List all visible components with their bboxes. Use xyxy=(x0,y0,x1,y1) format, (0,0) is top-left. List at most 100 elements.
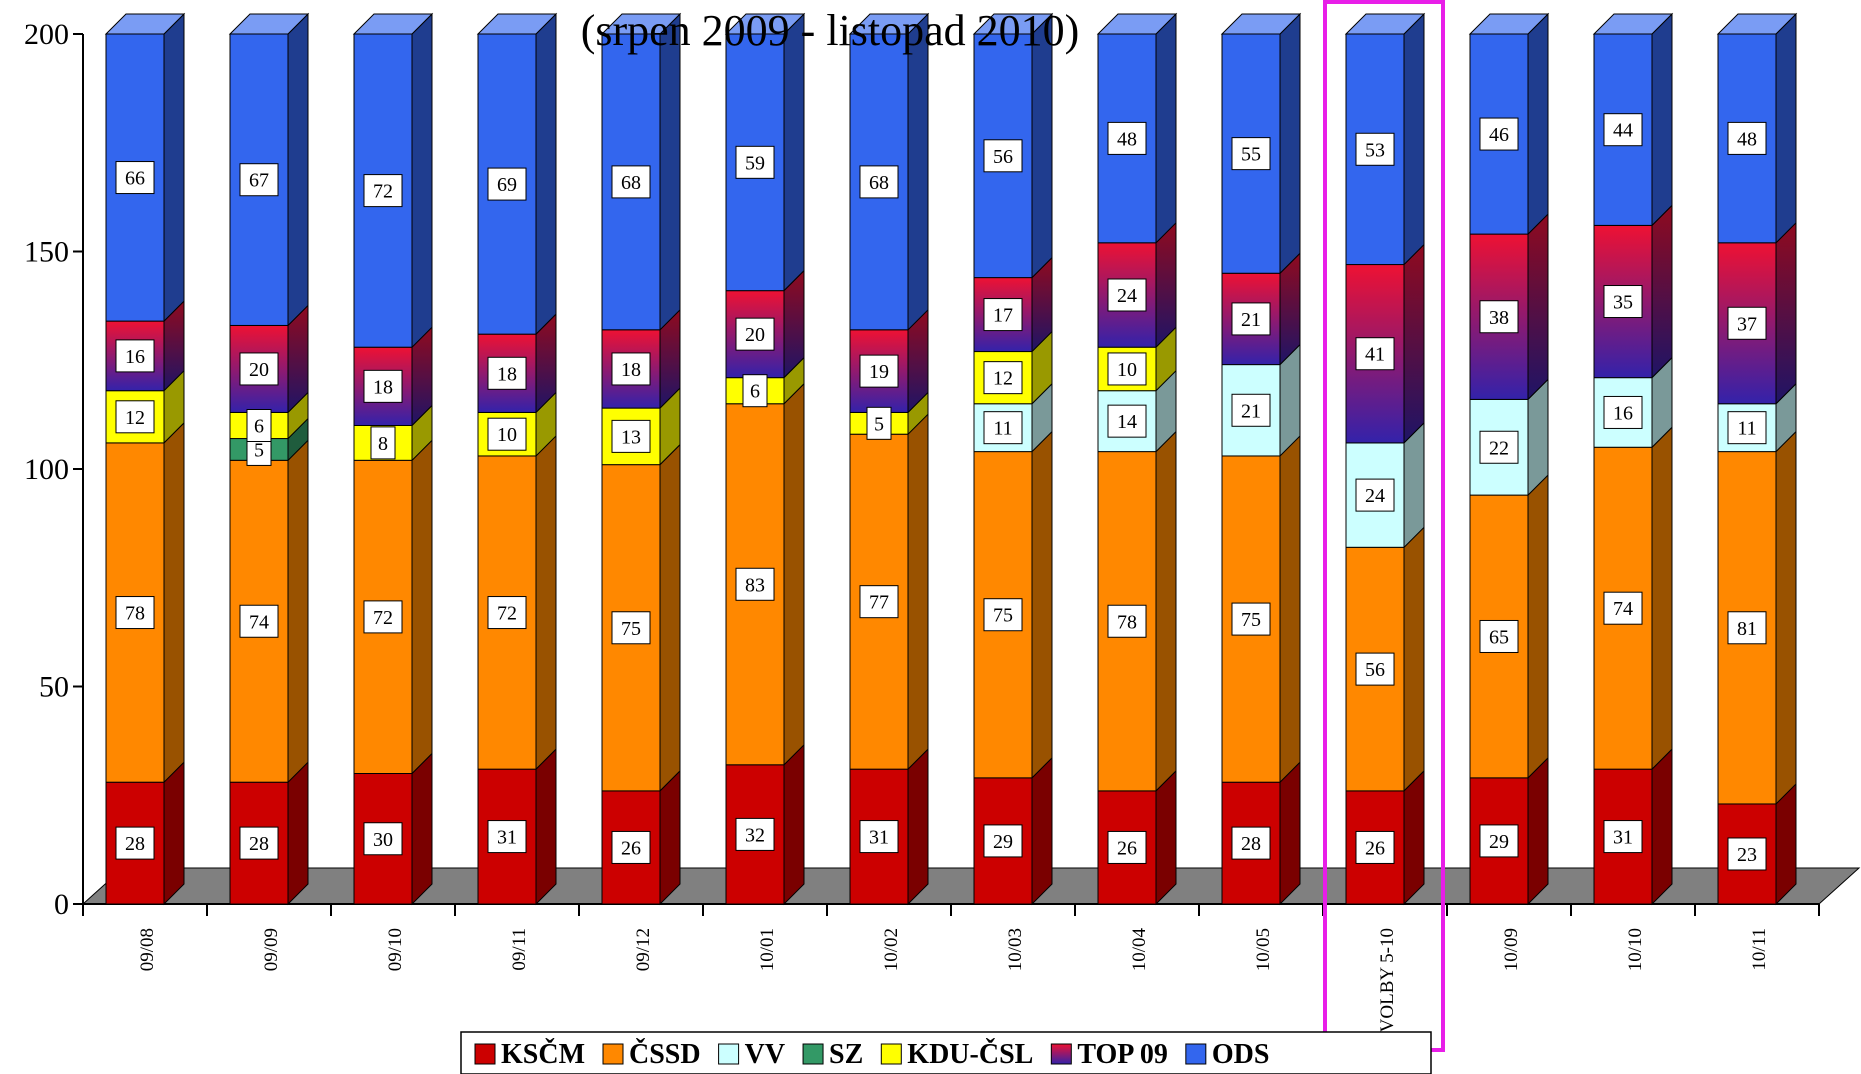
bar-segment-side xyxy=(411,439,433,775)
data-label: 28 xyxy=(249,833,269,855)
bar-segment-side xyxy=(783,382,805,767)
data-label-box xyxy=(1355,830,1395,864)
legend-label: ODS xyxy=(1212,1039,1270,1070)
legend-label: ČSSD xyxy=(629,1039,701,1070)
data-label: 6 xyxy=(750,381,760,403)
y-tick-label: 150 xyxy=(24,236,69,269)
data-label: 17 xyxy=(993,305,1013,327)
bar-top-face xyxy=(352,13,434,35)
bar-segment-side xyxy=(1775,430,1797,806)
data-label: 14 xyxy=(1117,411,1137,433)
data-label: 31 xyxy=(869,827,889,849)
data-label-box xyxy=(1479,619,1519,653)
data-label-box xyxy=(611,419,651,453)
data-label: 16 xyxy=(125,346,145,368)
y-tick-label: 0 xyxy=(54,888,69,921)
data-label-box xyxy=(1355,132,1395,166)
bar-segment-side xyxy=(1403,243,1425,445)
data-label: 31 xyxy=(497,827,517,849)
bar-segment-side xyxy=(163,421,185,784)
data-label-box xyxy=(735,317,775,351)
bar-top-face xyxy=(104,13,186,35)
bar-segment-side xyxy=(1403,526,1425,793)
legend-swatch xyxy=(880,1043,902,1065)
data-label-box xyxy=(115,339,155,373)
data-label-box xyxy=(1603,820,1643,854)
x-tick-label: 10/03 xyxy=(1005,928,1026,971)
bar-segment-side xyxy=(1403,421,1425,549)
bar-segment-side xyxy=(411,12,433,349)
data-label-box xyxy=(735,817,775,851)
data-label-box xyxy=(983,361,1023,395)
x-tick-label: 10/01 xyxy=(757,928,778,971)
data-label-box xyxy=(487,356,527,390)
data-label-box xyxy=(1231,602,1271,636)
data-label-box xyxy=(742,374,768,408)
data-label: 26 xyxy=(1365,837,1385,859)
data-label: 26 xyxy=(1117,837,1137,859)
legend-label: SZ xyxy=(829,1039,863,1070)
data-label: 41 xyxy=(1365,344,1385,366)
bar-segment-side xyxy=(907,12,929,332)
bar-segment-side xyxy=(287,760,309,906)
data-label: 65 xyxy=(1489,626,1509,648)
data-label: 6 xyxy=(254,416,264,438)
bar-segment-side xyxy=(1031,430,1053,780)
data-label: 24 xyxy=(1365,485,1385,507)
data-label-box xyxy=(1727,611,1767,645)
bar-top-face xyxy=(848,13,930,35)
data-label: 68 xyxy=(869,172,889,194)
legend-swatch xyxy=(802,1043,824,1065)
data-label-box xyxy=(1107,278,1147,312)
x-tick-label: 10/10 xyxy=(1625,928,1646,971)
data-label-box xyxy=(1355,652,1395,686)
legend-label: KSČM xyxy=(501,1039,585,1070)
legend: KSČM ČSSD VV SZ KDU-ČSL TOP 09 ODS xyxy=(460,1031,1432,1074)
bar-segment-side xyxy=(535,747,557,906)
bar-segment-side xyxy=(1651,426,1673,771)
bar-top-face xyxy=(1096,13,1178,35)
legend-label: VV xyxy=(745,1039,785,1070)
data-label-box xyxy=(487,417,527,451)
data-label: 13 xyxy=(621,426,641,448)
bar-segment-side xyxy=(907,747,929,906)
bar-segment-side xyxy=(1279,760,1301,906)
data-label-box xyxy=(370,426,396,460)
data-label: 48 xyxy=(1737,128,1757,150)
data-label-box xyxy=(1107,352,1147,386)
x-tick-label: 10/09 xyxy=(1501,928,1522,971)
bar-segment-side xyxy=(1031,756,1053,906)
x-tick-label: 10/02 xyxy=(881,928,902,971)
data-label-box xyxy=(115,596,155,630)
legend-label: KDU-ČSL xyxy=(907,1039,1033,1070)
data-label-box xyxy=(1479,117,1519,151)
data-label-box xyxy=(1231,302,1271,336)
bar-top-face xyxy=(1468,13,1550,35)
bar-segment-side xyxy=(287,12,309,327)
data-label-box xyxy=(363,600,403,634)
bar-segment-side xyxy=(1527,756,1549,906)
bar-segment-side xyxy=(163,760,185,906)
y-tick-label: 100 xyxy=(24,453,69,486)
data-label: 35 xyxy=(1613,292,1633,314)
data-label-box xyxy=(735,567,775,601)
data-label: 21 xyxy=(1241,309,1261,331)
bar-top-face xyxy=(600,13,682,35)
data-label: 16 xyxy=(1613,402,1633,424)
data-label: 72 xyxy=(373,607,393,629)
data-label: 31 xyxy=(1613,827,1633,849)
bar-segment-side xyxy=(659,769,681,906)
data-label: 56 xyxy=(993,146,1013,168)
bar-segment-side xyxy=(1527,473,1549,780)
data-label-box xyxy=(983,139,1023,173)
bar-top-face xyxy=(1344,13,1426,35)
data-label-box xyxy=(1107,830,1147,864)
x-tick-label: 09/11 xyxy=(509,928,530,971)
data-label: 67 xyxy=(249,170,269,192)
bar-segment-side xyxy=(1155,12,1177,245)
data-label: 75 xyxy=(993,605,1013,627)
legend-label: TOP 09 xyxy=(1077,1039,1168,1070)
data-label: 32 xyxy=(745,824,765,846)
data-label: 75 xyxy=(621,618,641,640)
